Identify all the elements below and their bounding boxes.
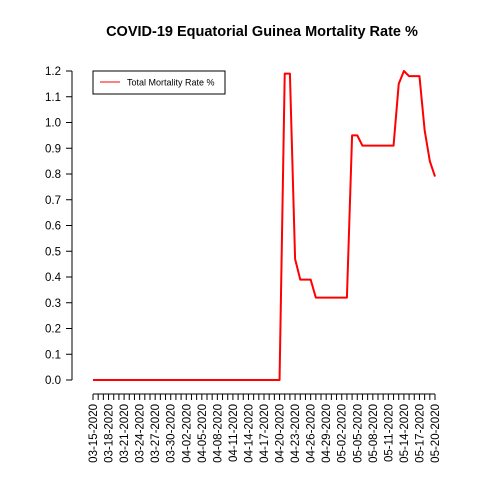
x-tick-label: 03-18-2020	[104, 404, 116, 463]
x-tick-label: 04-29-2020	[321, 404, 333, 463]
series-line-total-mortality-rate	[93, 71, 435, 380]
x-tick-label: 05-05-2020	[352, 404, 364, 463]
plot-area	[93, 71, 435, 380]
x-tick-label: 05-02-2020	[337, 404, 349, 463]
x-tick-label: 05-11-2020	[383, 404, 395, 462]
chart-title: COVID-19 Equatorial Guinea Mortality Rat…	[106, 24, 418, 40]
y-tick-label: 0.7	[45, 195, 61, 207]
x-tick-label: 04-17-2020	[259, 404, 271, 463]
x-tick-label: 04-08-2020	[212, 404, 224, 463]
y-axis: 0.0 0.1 0.2 0.3 0.4 0.5 0.6 0.7 0.8 0.9 1.0 1.1 1.2	[45, 66, 72, 387]
x-tick-label: 05-08-2020	[368, 404, 380, 463]
y-tick-label: 0.1	[45, 349, 61, 361]
x-tick-label: 04-26-2020	[306, 404, 318, 463]
x-tick-label: 03-24-2020	[135, 404, 147, 463]
x-tick-label: 04-20-2020	[275, 404, 287, 463]
legend: Total Mortality Rate %	[93, 71, 225, 94]
x-tick-label: 03-15-2020	[88, 404, 100, 463]
x-tick-label: 05-17-2020	[414, 404, 426, 463]
x-tick-label: 04-02-2020	[181, 404, 193, 463]
y-tick-label: 0.4	[45, 272, 62, 284]
legend-label-total-mortality-rate: Total Mortality Rate %	[127, 78, 215, 88]
y-tick-label: 0.2	[45, 324, 61, 336]
x-tick-label: 04-05-2020	[197, 404, 209, 463]
y-tick-label: 0.5	[45, 246, 61, 258]
y-tick-label: 0.9	[45, 143, 61, 155]
y-tick-label: 1.0	[45, 118, 61, 130]
x-tick-label: 04-23-2020	[290, 404, 302, 463]
y-tick-label: 1.1	[45, 92, 61, 104]
x-tick-label: 03-21-2020	[119, 404, 131, 463]
x-axis: 03-15-2020 03-18-2020 03-21-2020 03-24-2020…	[88, 394, 442, 463]
x-tick-label: 03-27-2020	[150, 404, 162, 463]
y-tick-label: 0.6	[45, 221, 61, 233]
x-tick-label: 03-30-2020	[166, 404, 178, 463]
y-tick-label: 0.8	[45, 169, 61, 181]
x-tick-label: 05-20-2020	[430, 404, 442, 463]
x-tick-label: 05-14-2020	[399, 404, 411, 463]
x-tick-label: 04-11-2020	[228, 404, 240, 462]
x-tick-label: 04-14-2020	[243, 404, 255, 463]
y-tick-label: 1.2	[45, 66, 61, 78]
y-tick-label: 0.0	[45, 375, 61, 387]
y-tick-label: 0.3	[45, 298, 61, 310]
